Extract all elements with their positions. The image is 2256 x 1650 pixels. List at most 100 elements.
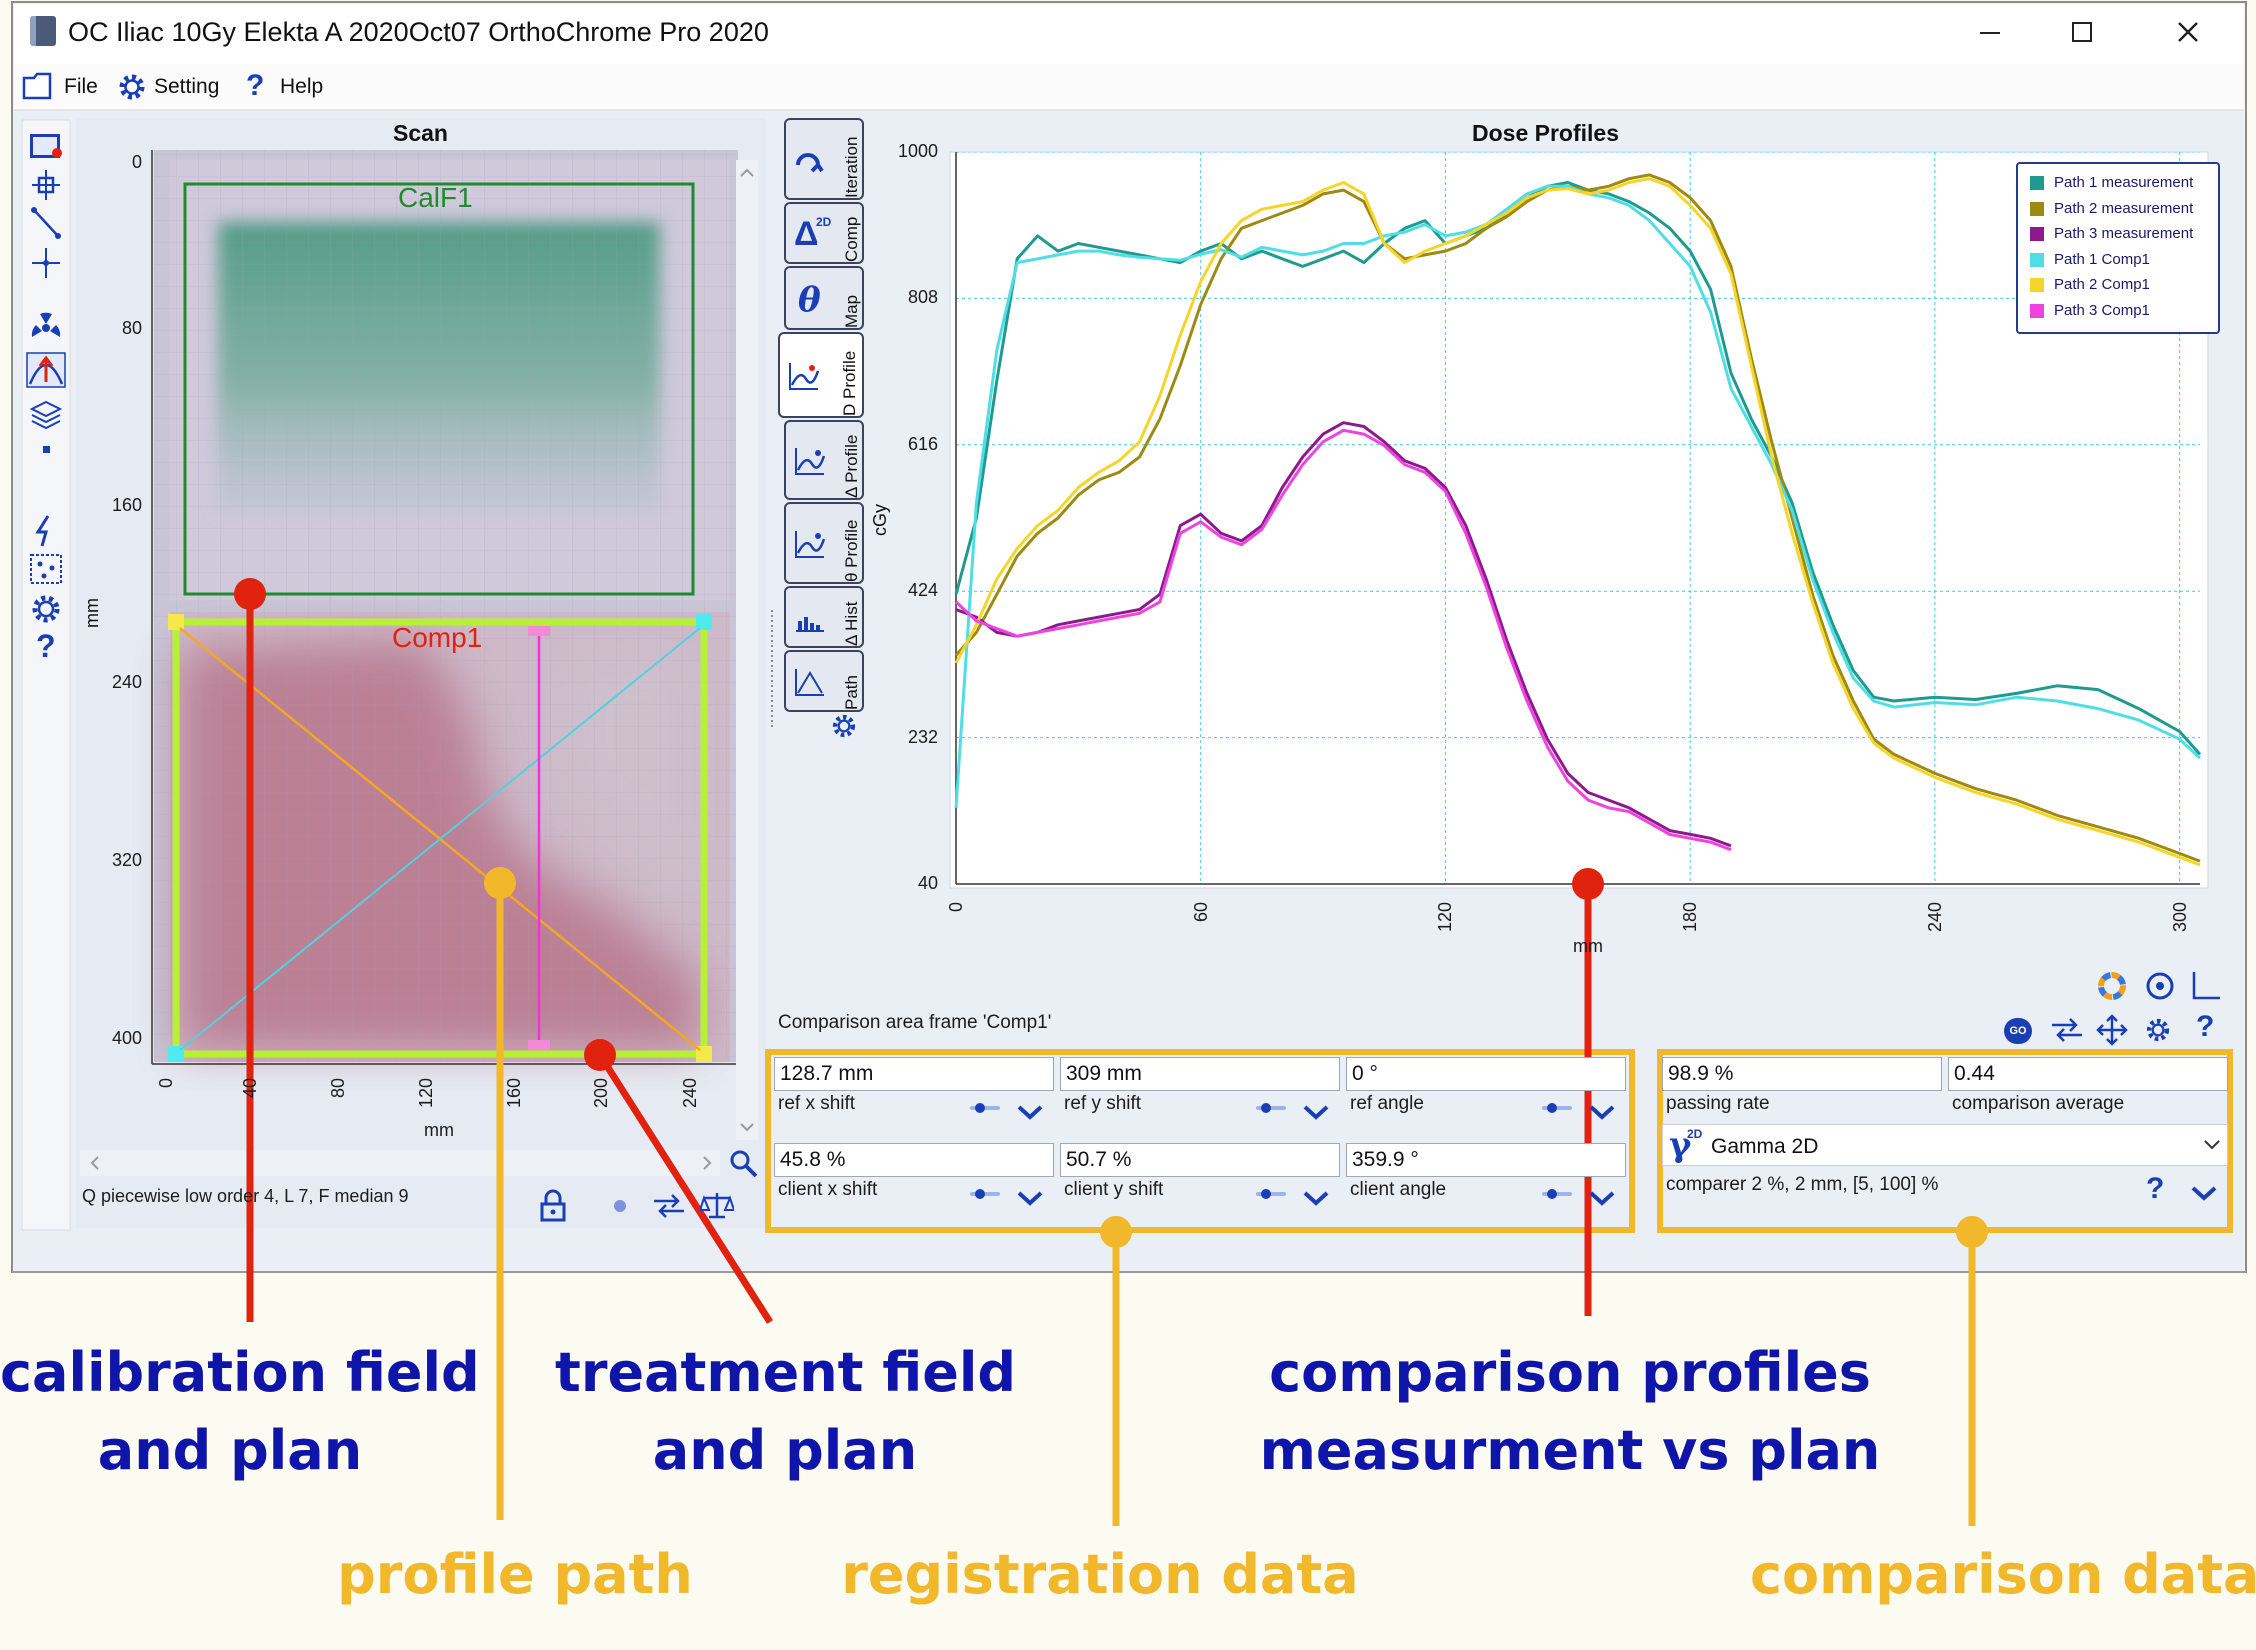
menu-help-label: Help [280, 75, 324, 98]
tool-select-rect[interactable] [28, 130, 64, 164]
scan-y-tick: 160 [111, 495, 142, 515]
dot-icon[interactable] [43, 446, 50, 453]
comparer-help-icon[interactable]: ? [2146, 1172, 2165, 1205]
maximize-button[interactable] [2050, 8, 2114, 56]
legend-entry: Path 1 measurement [2054, 174, 2194, 191]
status-dot-icon [614, 1200, 626, 1212]
chart-title: Dose Profiles [1472, 120, 1619, 146]
chart-legend: Path 1 measurement Path 2 measurement Path… [2016, 162, 2220, 334]
swap-icon[interactable] [652, 1192, 686, 1220]
client-angle-slider-icon[interactable] [1542, 1189, 1572, 1199]
window-title: OC Iliac 10Gy Elekta A 2020Oct07 OrthoCh… [68, 17, 769, 47]
annotation-calibration-line2: and plan [97, 1419, 363, 1483]
series-line-3 [955, 421, 1732, 848]
target-icon[interactable] [2144, 970, 2176, 1002]
axes-icon[interactable] [2190, 970, 2222, 1002]
ref-angle-chevron-icon[interactable] [1588, 1103, 1616, 1123]
dotted-box-icon[interactable] [28, 552, 64, 586]
menu-help[interactable]: ? Help [244, 69, 324, 104]
tab-path[interactable]: Path [784, 650, 864, 712]
close-button[interactable] [2156, 8, 2220, 56]
annotation-calibration-line1: calibration field [0, 1341, 480, 1404]
tab-icon [792, 145, 826, 177]
chart-x-tick: 240 [1924, 901, 1945, 932]
comparison-method-select[interactable]: γ 2D Gamma 2D [1662, 1124, 2228, 1166]
maximize-icon [2072, 22, 2092, 42]
settings-gear-icon[interactable] [28, 592, 64, 626]
chart-help-icon[interactable]: ? [2196, 1010, 2215, 1043]
ref-x-shift-chevron-icon[interactable] [1016, 1103, 1044, 1123]
passing-rate-field[interactable]: 98.9 % [1662, 1057, 1942, 1091]
ref-y-shift-chevron-icon[interactable] [1302, 1103, 1330, 1123]
app-icon [30, 16, 56, 46]
zoom-icon[interactable] [728, 1148, 760, 1180]
tab-d-profile[interactable]: D Profile [778, 332, 864, 418]
client-y-shift-slider-icon[interactable] [1256, 1189, 1286, 1199]
layers-icon[interactable] [28, 398, 64, 432]
client-x-shift-field[interactable]: 45.8 % [774, 1143, 1054, 1177]
tab-profile[interactable]: Δ Profile [784, 420, 864, 500]
annotation-profiles-line1: comparison profiles [1269, 1341, 1871, 1404]
scan-x-axis-label: mm [424, 1120, 454, 1140]
lock-icon[interactable] [536, 1188, 570, 1224]
comparison-average-field[interactable]: 0.44 [1948, 1057, 2228, 1091]
client-angle-label: client angle [1350, 1179, 1447, 1200]
profile-peak-icon[interactable] [26, 352, 66, 388]
comparer-expand-chevron-icon[interactable] [2190, 1184, 2218, 1204]
point-tool-icon[interactable] [28, 246, 64, 280]
comparer-settings-text: comparer 2 %, 2 mm, [5, 100] % [1666, 1174, 1939, 1195]
client-y-shift-chevron-icon[interactable] [1302, 1189, 1330, 1209]
move-icon[interactable] [2096, 1014, 2128, 1046]
ref-angle-slider-icon[interactable] [1542, 1103, 1572, 1113]
tab-icon: Δ 2D [792, 215, 831, 253]
client-angle-chevron-icon[interactable] [1588, 1189, 1616, 1209]
tabs-gear-icon[interactable] [828, 710, 860, 742]
scan-x-tick: 200 [591, 1077, 611, 1108]
ref-y-shift-slider-icon[interactable] [1256, 1103, 1286, 1113]
tab-iteration[interactable]: Iteration [784, 118, 864, 200]
client-angle-field[interactable]: 359.9 ° [1346, 1143, 1626, 1177]
annotation-profiles: comparison profiles measurment vs plan [1250, 1334, 1890, 1491]
client-x-shift-slider-icon[interactable] [970, 1189, 1000, 1199]
tab-label: Path [842, 675, 861, 710]
client-x-shift-chevron-icon[interactable] [1016, 1189, 1044, 1209]
menu-file[interactable]: File [22, 70, 100, 104]
menu-setting[interactable]: Setting [116, 70, 226, 104]
theta-icon: θ [798, 280, 821, 320]
go-icon[interactable]: GO [2004, 1018, 2032, 1044]
balance-icon[interactable] [700, 1190, 734, 1220]
ref-y-shift-field[interactable]: 309 mm [1060, 1057, 1340, 1091]
scan-x-tick: 160 [504, 1077, 524, 1108]
comparison-group-box [1657, 1049, 2233, 1233]
scan-y-tick: 400 [111, 1028, 142, 1048]
client-y-shift-field[interactable]: 50.7 % [1060, 1143, 1340, 1177]
radiation-icon[interactable] [28, 310, 64, 344]
scan-x-tick: 40 [240, 1077, 260, 1098]
scan-y-tick: 320 [111, 850, 142, 870]
minimize-button[interactable] [1958, 8, 2022, 56]
comparison-frame [172, 618, 708, 1058]
chart-x-tick: 60 [1190, 901, 1211, 922]
ref-angle-field[interactable]: 0 ° [1346, 1057, 1626, 1091]
tab-map[interactable]: Map θ [784, 266, 864, 330]
legend-swatch [2030, 201, 2044, 216]
tab-comp[interactable]: Comp Δ 2D [784, 202, 864, 264]
tab-label: D Profile [840, 350, 859, 416]
ref-x-shift-label: ref x shift [778, 1093, 856, 1114]
swap-arrows-icon[interactable] [2050, 1016, 2084, 1044]
chart-gear-icon[interactable] [2142, 1014, 2174, 1046]
chart-y-tick: 424 [907, 580, 938, 601]
tab-hist[interactable]: Δ Hist [784, 586, 864, 648]
calibration-frame [183, 182, 695, 596]
color-wheel-icon[interactable] [2096, 970, 2128, 1002]
ref-x-shift-slider-icon[interactable] [970, 1103, 1000, 1113]
chart-x-tick: 180 [1680, 901, 1701, 932]
legend-swatch [2030, 252, 2044, 267]
line-tool-icon[interactable] [28, 206, 64, 240]
crosshair-move-icon[interactable] [28, 168, 64, 202]
ref-x-shift-field[interactable]: 128.7 mm [774, 1057, 1054, 1091]
lightning-icon[interactable] [28, 514, 64, 548]
tab-profile[interactable]: θ Profile [784, 502, 864, 584]
toolbar-help-icon[interactable]: ? [36, 628, 56, 664]
